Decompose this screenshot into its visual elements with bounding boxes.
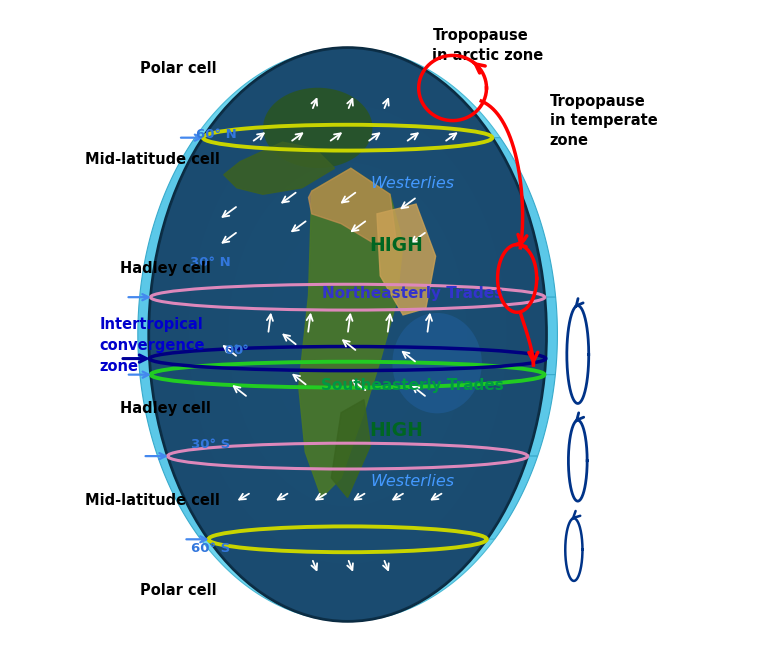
- Polygon shape: [348, 539, 495, 621]
- Text: zone: zone: [100, 359, 139, 374]
- Ellipse shape: [308, 277, 388, 392]
- Text: HIGH: HIGH: [370, 236, 424, 256]
- Text: Mid-latitude cell: Mid-latitude cell: [84, 492, 219, 508]
- Text: Northeasterly Trades: Northeasterly Trades: [322, 286, 503, 301]
- Text: Mid-latitude cell: Mid-latitude cell: [84, 152, 219, 168]
- Ellipse shape: [149, 48, 547, 621]
- Polygon shape: [158, 456, 209, 539]
- Text: in temperate: in temperate: [550, 113, 658, 128]
- Text: 60° S: 60° S: [191, 542, 230, 556]
- Text: 60° N: 60° N: [196, 128, 237, 141]
- Text: Polar cell: Polar cell: [140, 61, 216, 76]
- Text: 0°: 0°: [233, 344, 249, 357]
- Text: Hadley cell: Hadley cell: [119, 400, 211, 416]
- Text: Tropopause: Tropopause: [432, 28, 528, 44]
- Text: Polar cell: Polar cell: [140, 582, 216, 598]
- Ellipse shape: [392, 313, 482, 413]
- Polygon shape: [492, 138, 555, 297]
- Polygon shape: [200, 539, 348, 621]
- Text: convergence: convergence: [100, 338, 205, 353]
- Text: Hadley cell: Hadley cell: [119, 261, 211, 276]
- Text: Intertropical: Intertropical: [100, 317, 204, 333]
- Text: 0°: 0°: [225, 344, 240, 357]
- Polygon shape: [195, 48, 348, 138]
- Ellipse shape: [263, 88, 373, 168]
- Text: 30° S: 30° S: [191, 438, 230, 451]
- Text: in arctic zone: in arctic zone: [432, 48, 544, 63]
- Polygon shape: [527, 375, 555, 456]
- Text: Westerlies: Westerlies: [370, 176, 455, 192]
- Text: zone: zone: [550, 132, 589, 148]
- Text: HIGH: HIGH: [370, 421, 424, 440]
- Text: Westerlies: Westerlies: [370, 473, 455, 489]
- Polygon shape: [544, 297, 558, 375]
- Ellipse shape: [229, 162, 467, 507]
- Polygon shape: [224, 142, 335, 194]
- Ellipse shape: [189, 105, 507, 564]
- Polygon shape: [309, 168, 396, 243]
- Ellipse shape: [149, 48, 547, 621]
- Polygon shape: [140, 375, 168, 456]
- Ellipse shape: [268, 220, 427, 449]
- Polygon shape: [348, 48, 500, 138]
- Polygon shape: [377, 204, 436, 315]
- Polygon shape: [140, 138, 204, 297]
- Polygon shape: [332, 400, 370, 497]
- Text: Tropopause: Tropopause: [550, 93, 646, 109]
- Polygon shape: [487, 456, 537, 539]
- Polygon shape: [138, 297, 151, 375]
- Text: 30° N: 30° N: [190, 256, 230, 269]
- Polygon shape: [299, 168, 403, 497]
- Text: Southeasterly Trades: Southeasterly Trades: [321, 378, 504, 394]
